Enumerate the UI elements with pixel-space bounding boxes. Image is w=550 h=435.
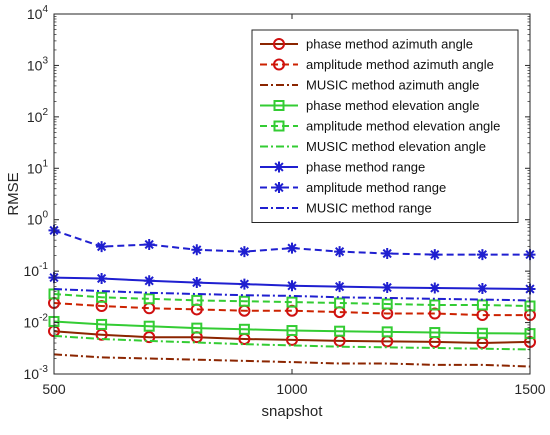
series-8	[48, 224, 536, 261]
data-point	[191, 244, 203, 256]
series-line	[53, 320, 531, 335]
data-point	[273, 182, 285, 193]
data-point	[143, 238, 155, 250]
data-point	[238, 246, 250, 258]
data-point	[273, 58, 285, 71]
x-axis-label: snapshot	[262, 403, 324, 420]
legend-label: amplitude method azimuth angle	[306, 57, 494, 72]
data-point	[476, 249, 488, 261]
y-tick-label: 10-1	[24, 261, 49, 279]
data-point	[96, 291, 108, 303]
data-point	[286, 296, 298, 308]
data-point	[191, 277, 203, 289]
series-line	[53, 288, 531, 302]
legend-label: phase method elevation angle	[306, 98, 479, 113]
data-point	[191, 322, 203, 334]
data-point	[381, 282, 393, 294]
legend-item: MUSIC method azimuth angle	[260, 78, 479, 93]
data-point	[286, 242, 298, 254]
data-point	[334, 246, 346, 258]
data-point	[286, 280, 298, 292]
data-point	[381, 326, 393, 338]
data-point	[238, 295, 250, 307]
data-point	[476, 282, 488, 294]
series-layer	[48, 224, 536, 368]
data-point	[143, 320, 155, 332]
y-tick-label: 101	[27, 158, 49, 176]
legend-item: phase method azimuth angle	[260, 37, 473, 52]
data-point	[273, 161, 285, 173]
data-point	[143, 293, 155, 305]
legend: phase method azimuth angle amplitude meth…	[251, 29, 519, 223]
legend-label: phase method azimuth angle	[306, 37, 473, 52]
legend-item: MUSIC method range	[260, 201, 432, 216]
data-point	[429, 327, 441, 339]
legend-label: amplitude method range	[306, 180, 446, 195]
data-point	[334, 281, 346, 293]
series-line	[53, 334, 531, 351]
y-tick-label: 10-2	[24, 313, 49, 331]
data-point	[381, 248, 393, 260]
data-point	[143, 275, 155, 287]
legend-item: phase method elevation angle	[260, 98, 479, 113]
data-point	[273, 120, 285, 132]
y-tick-label: 10-3	[24, 364, 49, 382]
data-point	[381, 298, 393, 310]
legend-label: MUSIC method azimuth angle	[306, 78, 479, 93]
data-point	[96, 272, 108, 284]
data-point	[273, 38, 285, 50]
y-tick-label: 103	[27, 55, 49, 73]
series-3	[53, 353, 531, 368]
series-9	[53, 288, 531, 302]
tick-layer: 500 1000 1500 10-3 10-2 10-1 100 101 102 103 104	[24, 4, 546, 397]
series-line	[53, 302, 530, 317]
data-point	[273, 100, 285, 111]
series-7	[48, 272, 536, 295]
series-line	[53, 330, 531, 345]
x-tick-label: 500	[42, 381, 66, 397]
data-point	[429, 282, 441, 294]
data-point	[238, 278, 250, 290]
y-tick-label: 104	[27, 4, 49, 22]
data-point	[476, 327, 488, 339]
data-point	[96, 241, 108, 253]
data-point	[334, 297, 346, 309]
x-tick-label: 1500	[514, 381, 545, 397]
data-point	[96, 318, 108, 330]
legend-item: MUSIC method elevation angle	[260, 139, 486, 154]
legend-label: MUSIC method range	[306, 201, 432, 216]
series-line	[53, 293, 531, 307]
y-axis-label: RMSE	[5, 172, 22, 215]
data-point	[143, 331, 156, 344]
data-point	[429, 299, 441, 311]
data-point	[191, 294, 203, 306]
legend-item: amplitude method range	[260, 180, 446, 195]
y-tick-label: 102	[27, 107, 49, 125]
data-point	[286, 325, 298, 337]
data-point	[238, 323, 250, 335]
legend-label: MUSIC method elevation angle	[306, 139, 486, 154]
series-line	[53, 353, 531, 368]
legend-label: amplitude method elevation angle	[306, 119, 500, 134]
legend-item: amplitude method azimuth angle	[260, 57, 494, 72]
data-point	[334, 325, 346, 337]
series-6	[53, 334, 531, 351]
legend-item: phase method range	[260, 160, 425, 175]
y-tick-label: 100	[27, 210, 49, 228]
x-tick-label: 1000	[276, 381, 307, 397]
series-line	[53, 229, 530, 256]
legend-label: phase method range	[306, 160, 425, 175]
data-point	[429, 249, 441, 261]
legend-item: amplitude method elevation angle	[260, 119, 500, 134]
